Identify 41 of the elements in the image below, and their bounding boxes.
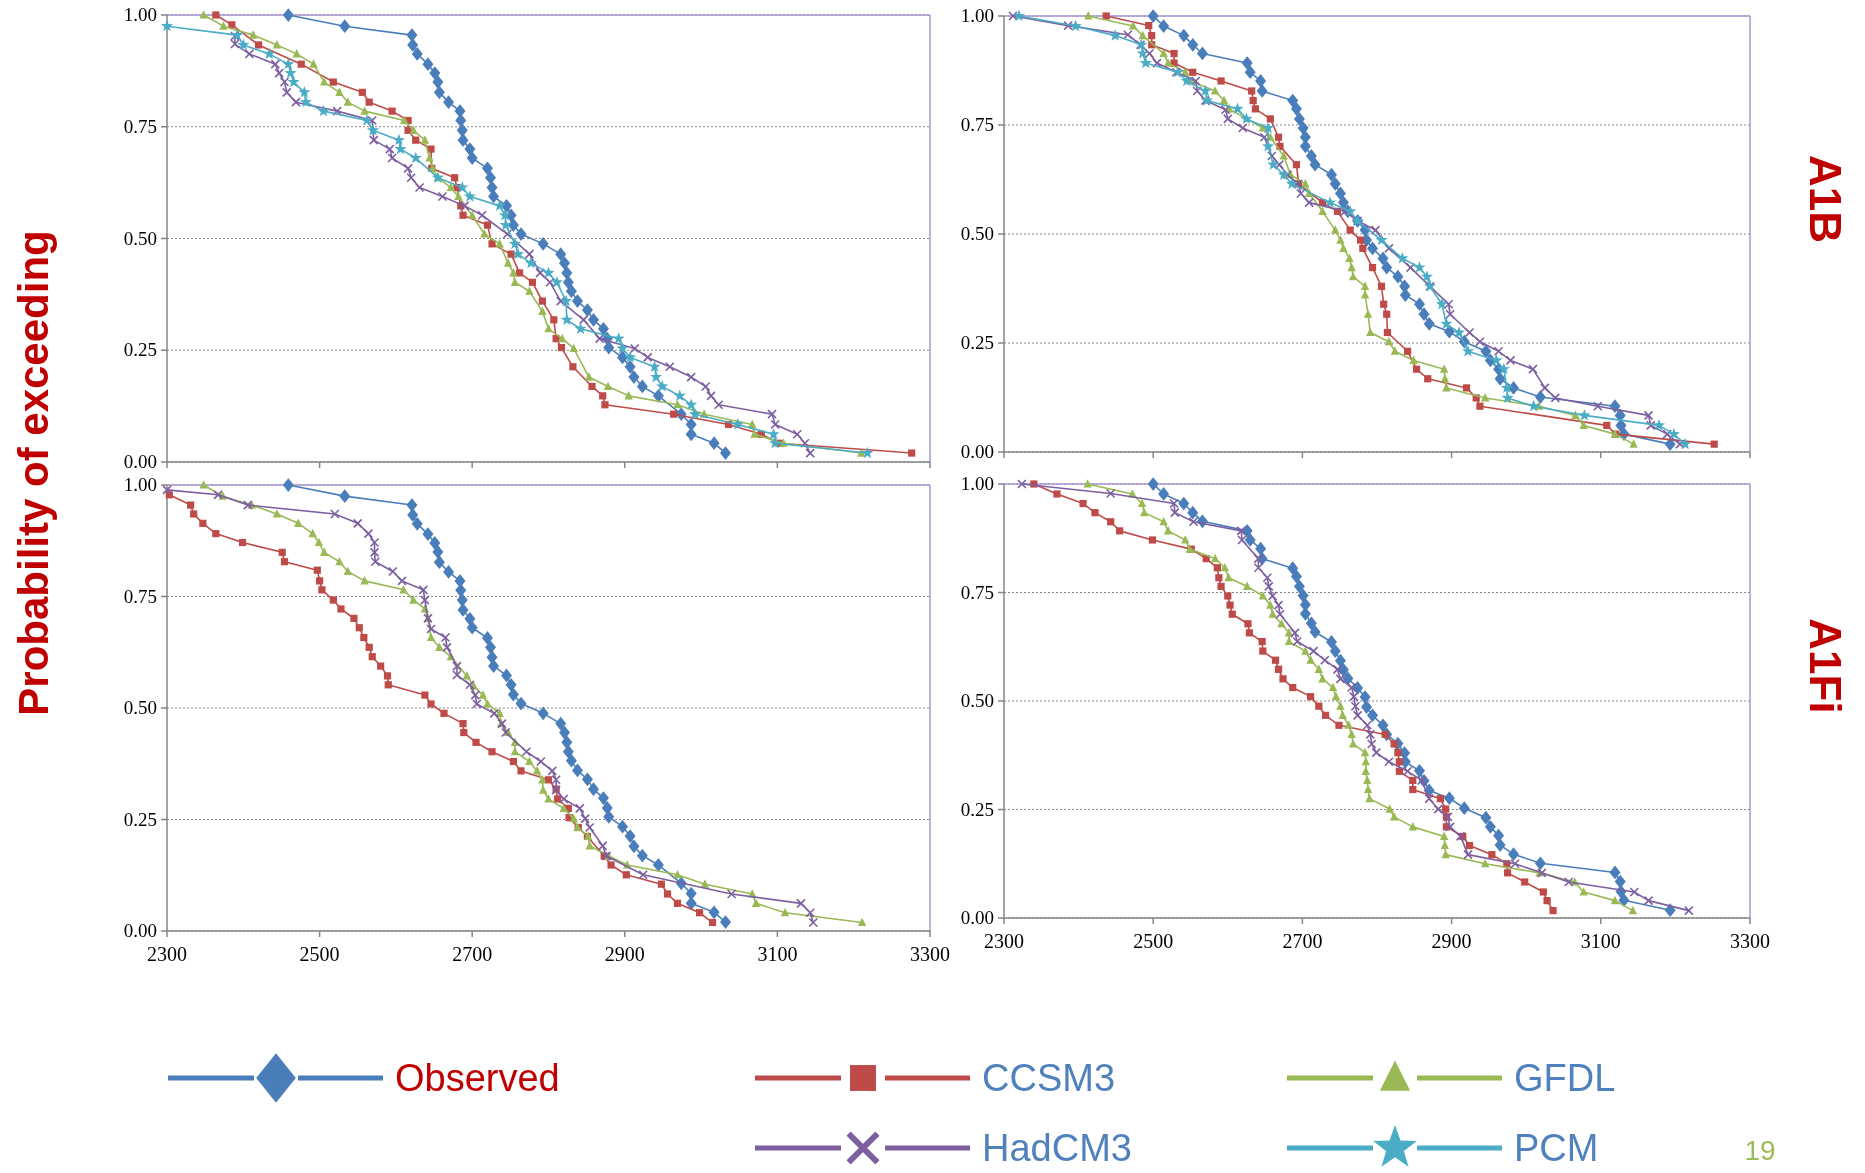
y-tick-label: 0.75 (960, 581, 994, 603)
y-tick-label: 0.50 (123, 227, 157, 249)
x-tick-label: 2500 (299, 943, 340, 965)
x-tick-label: 3300 (1730, 930, 1770, 952)
x-tick-label: 3100 (757, 943, 798, 965)
y-tick-label: 0.25 (123, 808, 157, 830)
x-tick-label: 3300 (910, 943, 950, 965)
y-tick-label: 0.50 (123, 697, 157, 718)
text: A1Fi (1801, 618, 1850, 714)
y-tick-label: 0.25 (123, 339, 157, 361)
text: A1B (1801, 154, 1850, 244)
x-tick-label: 2900 (604, 943, 645, 965)
x-tick-label: 2300 (984, 930, 1024, 952)
text: 19 (1744, 1135, 1776, 1166)
y-tick-label: 0.75 (123, 585, 157, 607)
legend-label: PCM (1514, 1127, 1599, 1169)
y-axis-title: Probability of exceeding (10, 230, 57, 716)
y-tick-label: 0.25 (960, 332, 994, 353)
x-tick-label: 2700 (452, 943, 493, 965)
legend-label: GFDL (1514, 1057, 1616, 1099)
x-tick-label: 3100 (1580, 930, 1621, 952)
y-tick-label: 0.50 (960, 223, 994, 244)
y-tick-label: 0.75 (960, 114, 994, 135)
y-tick-label: 0.25 (960, 798, 994, 820)
legend-label: CCSM3 (982, 1057, 1116, 1099)
x-tick-label: 2300 (147, 943, 187, 965)
y-tick-label: 1.00 (123, 474, 157, 495)
legend-label: HadCM3 (982, 1127, 1132, 1169)
y-tick-label: 0.00 (123, 451, 157, 472)
x-tick-label: 2900 (1431, 930, 1472, 952)
y-tick-label: 1.00 (960, 5, 994, 26)
y-tick-label: 0.75 (123, 115, 157, 137)
y-tick-label: 1.00 (960, 473, 994, 494)
y-tick-label: 0.00 (123, 920, 157, 941)
y-tick-label: 0.00 (960, 441, 994, 462)
y-tick-label: 0.50 (960, 690, 994, 711)
y-tick-label: 0.00 (960, 907, 994, 928)
x-tick-label: 2700 (1282, 930, 1323, 952)
x-tick-label: 2500 (1133, 930, 1174, 952)
legend-label: Observed (395, 1057, 560, 1099)
y-tick-label: 1.00 (123, 4, 157, 25)
